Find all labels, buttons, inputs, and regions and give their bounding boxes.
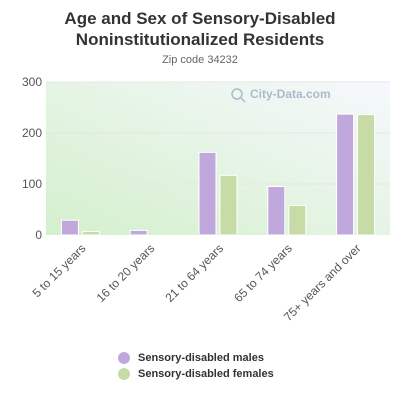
x-tick-label: 5 to 15 years (30, 241, 89, 300)
chart-title-line-2: Noninstitutionalized Residents (75, 30, 325, 49)
x-tick-labels: 5 to 15 years 16 to 20 years 21 to 64 year… (30, 241, 364, 324)
legend-label-females: Sensory-disabled females (138, 368, 274, 380)
y-tick-label: 200 (22, 126, 42, 140)
bar-females (288, 204, 307, 236)
bar-females (357, 114, 376, 236)
legend-swatch-males (118, 352, 130, 364)
x-tick-label: 16 to 20 years (94, 241, 158, 305)
legend-item-males: Sensory-disabled males (118, 350, 274, 366)
watermark-search-icon (231, 88, 243, 100)
legend-swatch-females (118, 368, 130, 380)
gridlines (46, 81, 390, 185)
y-tick-label: 0 (35, 228, 42, 242)
x-tick-label: 65 to 74 years (231, 241, 295, 305)
bar-males (198, 151, 217, 236)
bars (60, 113, 376, 236)
legend-item-females: Sensory-disabled females (118, 366, 274, 382)
bar-males (129, 229, 148, 236)
y-tick-label: 100 (22, 177, 42, 191)
y-tick-label: 300 (22, 75, 42, 89)
legend-label-males: Sensory-disabled males (138, 352, 264, 364)
bar-males (336, 113, 355, 236)
watermark-text: City-Data.com (250, 87, 331, 101)
chart-title-line-1: Age and Sex of Sensory-Disabled (64, 9, 336, 28)
bar-males (267, 186, 286, 236)
bar-females (81, 230, 100, 236)
y-tick-labels: 0 100 200 300 (22, 75, 42, 242)
bar-females (219, 174, 238, 236)
watermark-search-icon-handle (240, 97, 246, 103)
bar-males (60, 219, 79, 236)
plot-background (46, 82, 390, 235)
x-tick-label: 75+ years and over (281, 241, 364, 324)
chart-title: Age and Sex of Sensory-Disabled Noninsti… (0, 8, 400, 50)
x-tick-label: 21 to 64 years (162, 241, 226, 305)
chart-subtitle: Zip code 34232 (162, 54, 238, 66)
watermark: City-Data.com (231, 87, 331, 103)
legend: Sensory-disabled males Sensory-disabled … (118, 350, 274, 382)
